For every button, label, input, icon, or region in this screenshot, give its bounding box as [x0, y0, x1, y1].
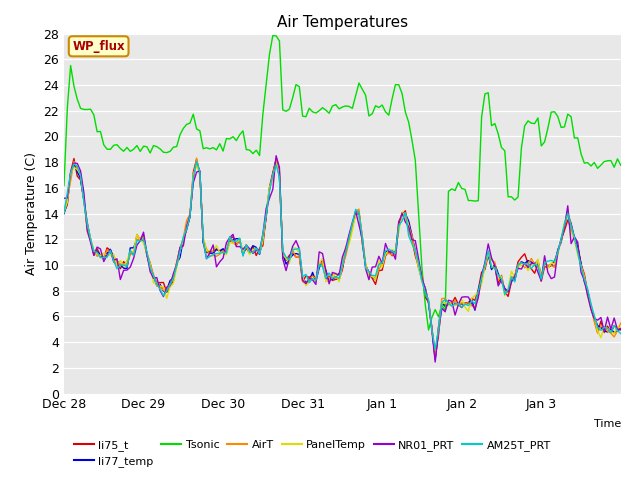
- Title: Air Temperatures: Air Temperatures: [277, 15, 408, 30]
- Legend: li75_t, li77_temp, Tsonic, AirT, PanelTemp, NR01_PRT, AM25T_PRT: li75_t, li77_temp, Tsonic, AirT, PanelTe…: [70, 435, 556, 471]
- Y-axis label: Air Temperature (C): Air Temperature (C): [25, 152, 38, 275]
- Text: WP_flux: WP_flux: [72, 40, 125, 53]
- Text: Time: Time: [593, 419, 621, 429]
